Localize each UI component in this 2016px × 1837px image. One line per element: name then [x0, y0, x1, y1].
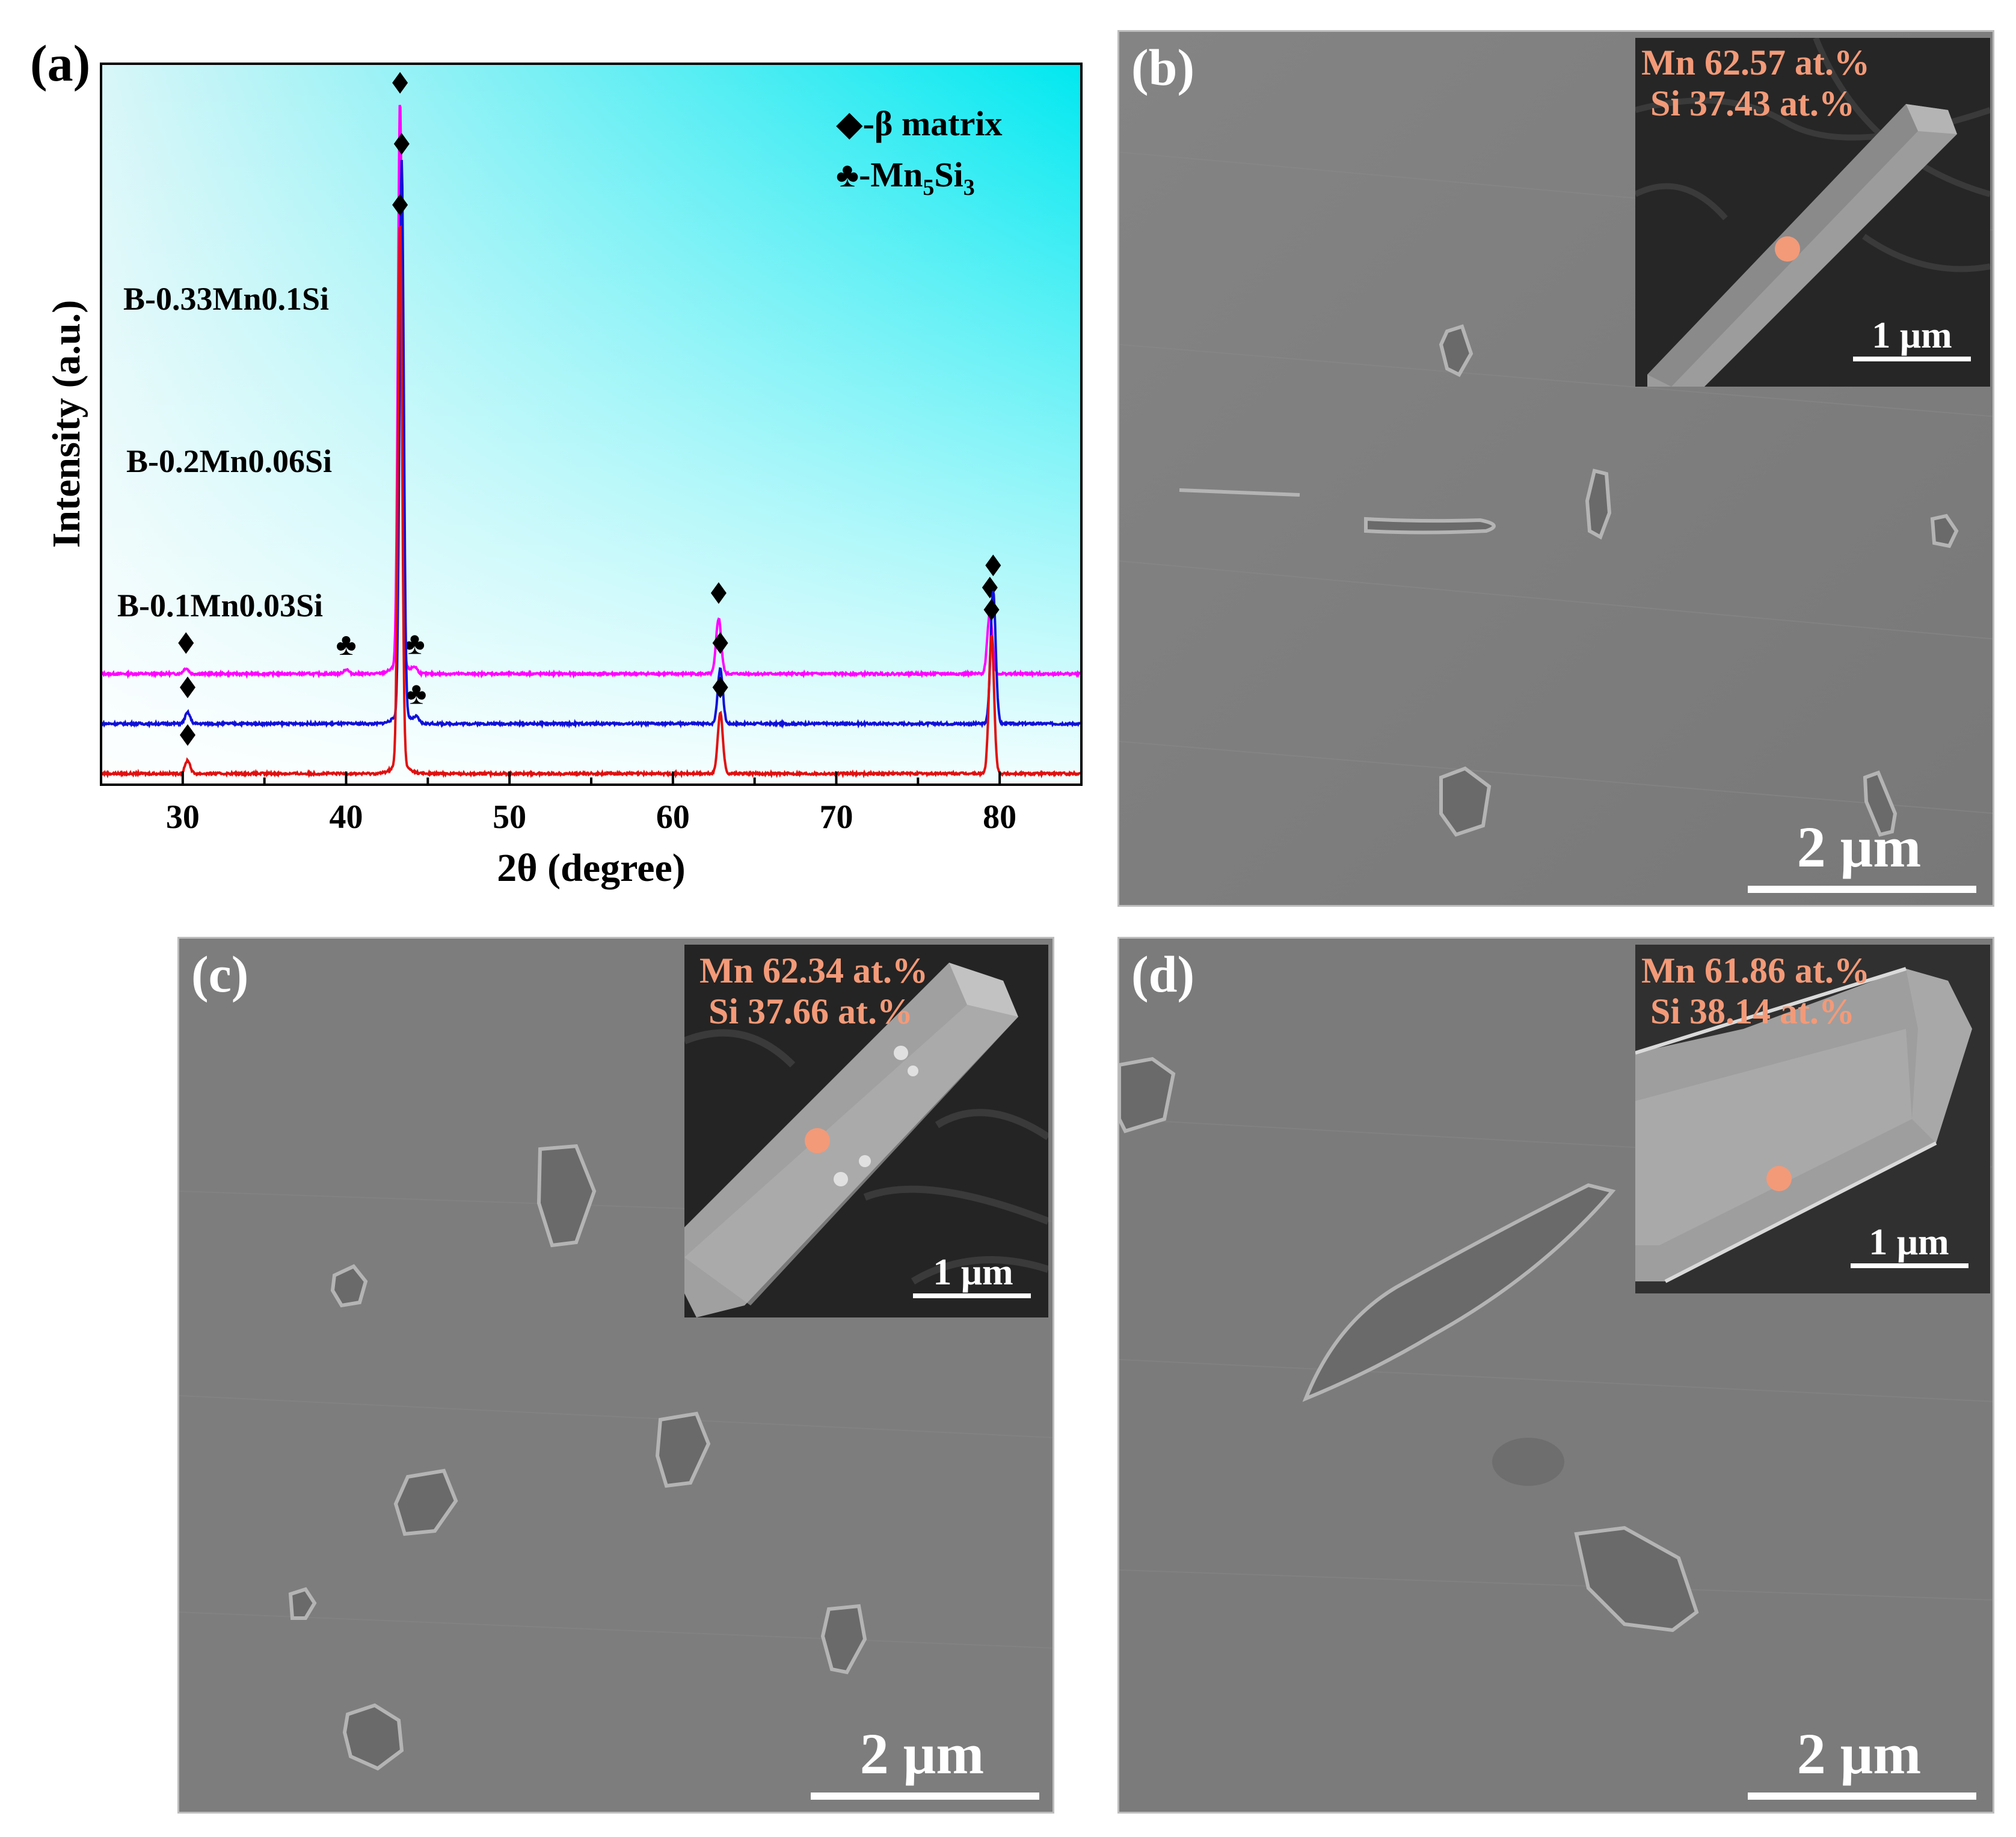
legend-entry-mn5si3: ♣-Mn5Si3: [836, 155, 975, 200]
inset-c-measurement-point: [805, 1128, 830, 1153]
precipitates-b: [1179, 324, 1959, 837]
inset-c: Mn 62.34 at.% Si 37.66 at.% 1 μm: [684, 945, 1048, 1317]
inset-c-rod: [684, 945, 1048, 1317]
inset-d-composition-mn: Mn 61.86 at.%: [1641, 951, 1870, 990]
panel-d-scale-label: 2 μm: [1796, 1722, 1922, 1786]
series-line-1: [100, 160, 1082, 729]
inset-b-measurement-point: [1775, 236, 1800, 262]
sem-panel-b: (b) Mn 62.57 at.% Si 37.43 at.% 1 μm 2 μ…: [1117, 30, 1994, 907]
peak-marker-diamond-1-0: [179, 676, 195, 699]
x-tick-label-70: 70: [820, 799, 853, 836]
inset-d-scale-bar: [1851, 1263, 1968, 1268]
plot-background-fade: [101, 64, 1081, 785]
peak-marker-diamond-2-3: [983, 598, 1000, 621]
x-tick-label-30: 30: [166, 799, 200, 836]
precipitates-d: [1119, 1057, 1699, 1633]
inset-b-scale-label: 1 μm: [1872, 315, 1952, 356]
x-tick-label-60: 60: [656, 799, 690, 836]
panel-b-scale-label: 2 μm: [1796, 815, 1922, 879]
inset-d-composition-si: Si 38.14 at.%: [1641, 992, 1855, 1031]
x-tick-label-40: 40: [330, 799, 363, 836]
panel-b-scale-bar: [1748, 886, 1976, 893]
peak-marker-diamond-0-2: [392, 72, 408, 94]
panel-d-scale-bar: [1748, 1793, 1976, 1800]
inset-d-scale-label: 1 μm: [1869, 1222, 1949, 1263]
inset-d-rod: [1635, 945, 1990, 1293]
inset-c-scale-label: 1 μm: [933, 1252, 1013, 1293]
peak-marker-diamond-1-1: [393, 133, 410, 155]
xrd-panel: (a) ♣ ♣ B-0.33Mn0.1Si ♣ B-0.2Mn0.06Si B-0.1Mn…: [0, 0, 1101, 896]
peak-marker-diamond-0-0: [178, 632, 194, 654]
panel-b-label: (b): [1131, 38, 1195, 96]
x-tick-label-50: 50: [493, 799, 526, 836]
inset-c-scale-bar: [913, 1293, 1031, 1298]
series-line-0: [100, 105, 1082, 679]
peak-marker-diamond-2-0: [179, 724, 195, 746]
panel-c-label: (c): [191, 945, 249, 1003]
peak-marker-diamond-2-2: [712, 676, 728, 699]
series-label-2: B-0.1Mn0.03Si: [117, 587, 323, 624]
inset-d: Mn 61.86 at.% Si 38.14 at.% 1 μm: [1635, 945, 1990, 1293]
xrd-chart: ♣ ♣ B-0.33Mn0.1Si ♣ B-0.2Mn0.06Si B-0.1Mn0.03…: [45, 63, 1083, 890]
peak-marker-club-0-1: ♣: [336, 628, 356, 662]
inset-c-composition-mn: Mn 62.34 at.%: [699, 951, 928, 990]
peak-marker-diamond-1-4: [985, 554, 1001, 577]
inset-b-composition-si: Si 37.43 at.%: [1641, 84, 1855, 123]
legend-entry-beta: ◆-β matrix: [836, 104, 1002, 143]
x-tick-label-80: 80: [983, 799, 1016, 836]
panel-c-scale-bar: [811, 1793, 1039, 1800]
inset-b-composition-mn: Mn 62.57 at.%: [1641, 43, 1870, 82]
inset-b-scale-bar: [1853, 357, 1971, 361]
sem-texture-d: [1119, 939, 1993, 1812]
sem-panel-c: (c) Mn 62.34 at.% Si 37.66 at.% 1 μm 2 μ…: [177, 937, 1054, 1814]
peak-marker-diamond-1-3: [712, 632, 728, 654]
inset-d-measurement-point: [1766, 1166, 1792, 1191]
panel-d-label: (d): [1131, 945, 1195, 1003]
x-axis-label: 2θ (degree): [497, 846, 686, 890]
panel-a-label: (a): [30, 34, 91, 92]
series-label-1: B-0.2Mn0.06Si: [126, 443, 332, 479]
precipitates-c: [288, 1144, 867, 1771]
inset-c-composition-si: Si 37.66 at.%: [699, 992, 914, 1031]
series-label-0: B-0.33Mn0.1Si: [123, 281, 329, 317]
peak-marker-club-0-3: ♣: [405, 627, 425, 661]
peak-marker-diamond-2-1: [392, 194, 408, 216]
sem-panel-d: (d) Mn 61.86 at.% Si 38.14 at.% 1 μm 2 μ…: [1117, 937, 1994, 1814]
y-axis-label: Intensity (a.u.): [45, 300, 88, 548]
inset-b-rod: [1635, 38, 1990, 387]
peak-marker-club-1-2: ♣: [406, 676, 426, 711]
series-line-2: [100, 225, 1082, 779]
peak-marker-diamond-0-4: [710, 582, 727, 604]
panel-c-scale-label: 2 μm: [859, 1722, 985, 1786]
inset-b: Mn 62.57 at.% Si 37.43 at.% 1 μm: [1635, 38, 1990, 387]
